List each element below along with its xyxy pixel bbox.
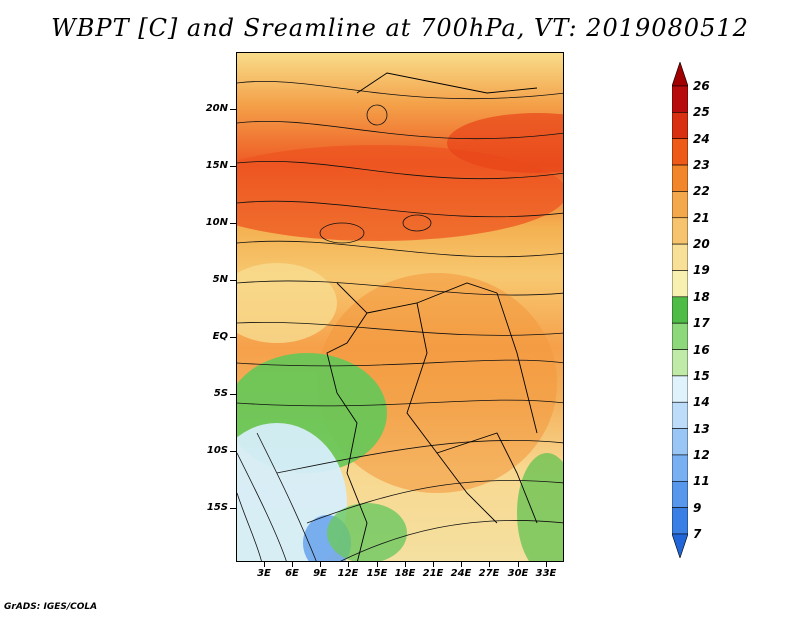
colorbar-segment bbox=[672, 217, 688, 245]
lon-label: 6E bbox=[285, 568, 299, 579]
lat-label: 15S bbox=[206, 502, 228, 513]
colorbar-segment bbox=[672, 191, 688, 219]
lat-label: 20N bbox=[205, 103, 228, 114]
lon-label: 9E bbox=[313, 568, 327, 579]
lon-tick bbox=[264, 562, 265, 567]
colorbar-label: 22 bbox=[693, 184, 710, 199]
colorbar-label: 11 bbox=[693, 474, 710, 489]
lat-tick bbox=[230, 337, 236, 338]
lat-tick bbox=[230, 280, 236, 281]
colorbar-label: 13 bbox=[693, 421, 710, 436]
green-spot-south bbox=[327, 503, 407, 561]
lat-tick bbox=[230, 166, 236, 167]
lat-label: 15N bbox=[205, 160, 228, 171]
cool-spot-west bbox=[237, 263, 337, 343]
lon-label: 33E bbox=[535, 568, 557, 579]
map-field bbox=[237, 72, 563, 561]
colorbar-segment bbox=[672, 375, 688, 403]
lon-tick bbox=[348, 562, 349, 567]
lon-tick bbox=[546, 562, 547, 567]
lon-label: 3E bbox=[257, 568, 271, 579]
colorbar-label: 26 bbox=[693, 79, 710, 93]
colorbar-label: 25 bbox=[693, 105, 710, 120]
colorbar-segment bbox=[672, 349, 688, 377]
colorbar-segment bbox=[672, 401, 688, 429]
lon-label: 24E bbox=[450, 568, 472, 579]
colorbar-label: 24 bbox=[693, 131, 710, 146]
lat-tick bbox=[230, 451, 236, 452]
lat-tick bbox=[230, 508, 236, 509]
colorbar-label: 9 bbox=[693, 500, 702, 515]
colorbar-segment bbox=[672, 112, 688, 140]
colorbar-segment bbox=[672, 243, 688, 271]
colorbar-label: 19 bbox=[693, 263, 710, 278]
colorbar-label: 14 bbox=[693, 395, 710, 410]
colorbar-label: 15 bbox=[693, 368, 710, 383]
lon-label: 21E bbox=[422, 568, 444, 579]
colorbar-label: 17 bbox=[693, 316, 710, 331]
colorbar bbox=[672, 62, 688, 558]
colorbar-segment bbox=[672, 480, 688, 508]
green-spot-southeast bbox=[517, 453, 563, 561]
lat-label: EQ bbox=[212, 331, 228, 342]
colorbar-segment bbox=[672, 270, 688, 298]
lon-label: 12E bbox=[337, 568, 359, 579]
lon-tick bbox=[405, 562, 406, 567]
colorbar-label: 20 bbox=[693, 237, 710, 252]
colorbar-segment bbox=[672, 62, 688, 87]
warm-spot-northeast bbox=[447, 113, 563, 173]
colorbar-segment bbox=[672, 428, 688, 456]
colorbar-segment bbox=[672, 164, 688, 192]
colorbar-label: 7 bbox=[693, 527, 702, 541]
lon-label: 15E bbox=[366, 568, 388, 579]
lat-tick bbox=[230, 394, 236, 395]
lon-tick bbox=[320, 562, 321, 567]
lat-tick bbox=[230, 223, 236, 224]
lon-tick bbox=[489, 562, 490, 567]
colorbar-segment bbox=[672, 296, 688, 324]
lat-label: 10N bbox=[205, 217, 228, 228]
map-title: WBPT [C] and Sreamline at 700hPa, VT: 20… bbox=[51, 14, 749, 42]
lon-tick bbox=[292, 562, 293, 567]
colorbar-segment bbox=[672, 138, 688, 166]
lon-label: 18E bbox=[394, 568, 416, 579]
colorbar-segment bbox=[672, 85, 688, 113]
colorbar-label: 23 bbox=[693, 158, 710, 173]
lon-tick bbox=[461, 562, 462, 567]
lon-tick bbox=[518, 562, 519, 567]
colorbar-label: 21 bbox=[693, 210, 710, 225]
lat-label: 5N bbox=[212, 274, 228, 285]
colorbar-segment bbox=[672, 533, 688, 558]
lat-label: 5S bbox=[213, 388, 228, 399]
colorbar-label: 16 bbox=[693, 342, 710, 357]
country-boundaries bbox=[326, 72, 538, 561]
colorbar-label: 12 bbox=[693, 447, 710, 462]
map-panel bbox=[236, 52, 564, 562]
colorbar-segment bbox=[672, 454, 688, 482]
lon-label: 27E bbox=[478, 568, 500, 579]
lat-label: 10S bbox=[206, 445, 228, 456]
lon-label: 30E bbox=[507, 568, 529, 579]
colorbar-segment bbox=[672, 322, 688, 350]
colorbar-segment bbox=[672, 507, 688, 535]
grads-credit: GrADS: IGES/COLA bbox=[4, 602, 98, 612]
lon-tick bbox=[377, 562, 378, 567]
lon-tick bbox=[433, 562, 434, 567]
streamlines bbox=[237, 80, 563, 561]
colorbar-label: 18 bbox=[693, 289, 710, 304]
lat-tick bbox=[230, 109, 236, 110]
